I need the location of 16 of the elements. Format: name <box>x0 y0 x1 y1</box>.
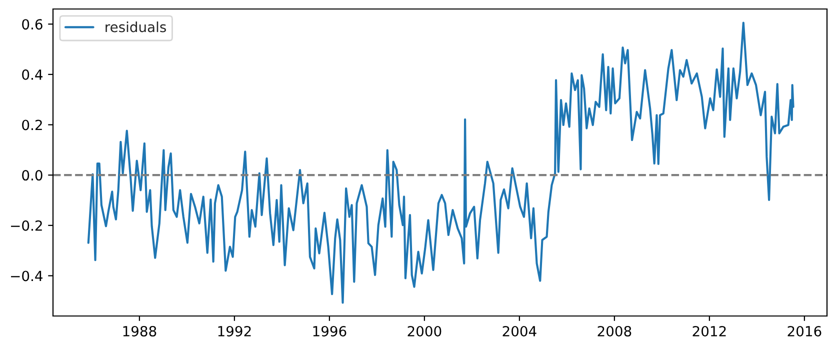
x-tick-label: 2012 <box>692 326 726 336</box>
x-tick-label: 1996 <box>313 326 346 336</box>
y-tick-label: 0.4 <box>22 69 42 80</box>
x-tick-label: 2008 <box>598 326 632 336</box>
x-tick-label: 1992 <box>218 326 251 336</box>
x-tick-label: 1988 <box>123 326 156 336</box>
x-tick-label: 2004 <box>502 326 536 336</box>
x-tick-label: 2016 <box>788 326 822 336</box>
legend-label: residuals <box>106 22 166 32</box>
x-tick-label: 2000 <box>408 326 442 336</box>
y-tick-label: 0.6 <box>22 19 42 30</box>
y-tick-label: 0.2 <box>22 120 42 130</box>
y-tick-label: 0.0 <box>22 170 42 181</box>
y-tick-label: −0.4 <box>11 270 42 282</box>
line-series <box>87 22 794 304</box>
y-tick-label: −0.2 <box>11 220 42 231</box>
